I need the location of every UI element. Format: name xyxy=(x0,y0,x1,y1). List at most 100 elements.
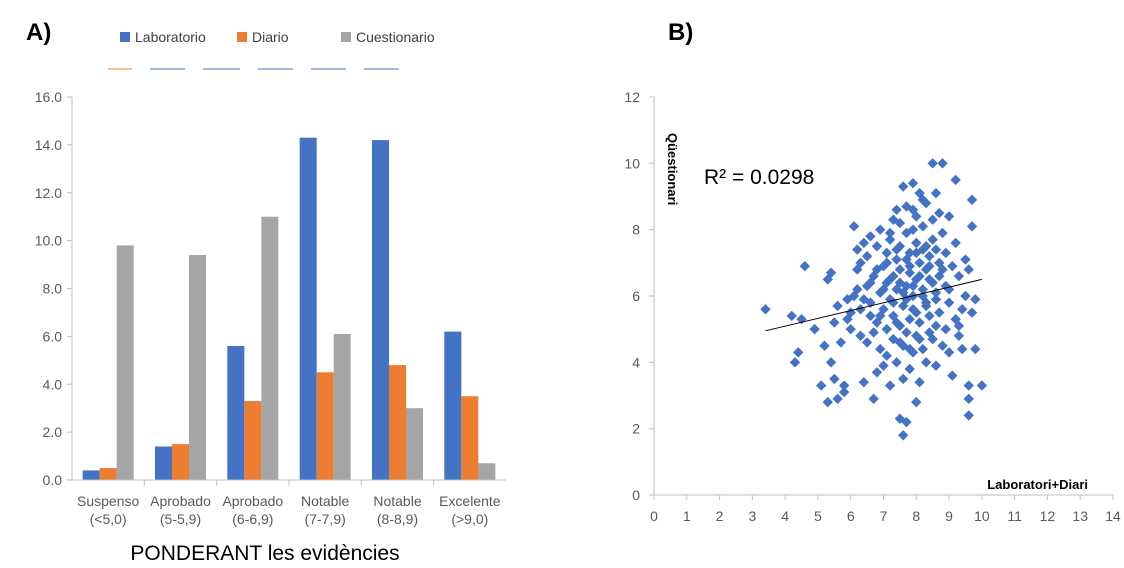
scatter-point xyxy=(904,343,915,355)
legend-label-laboratorio: Laboratorio xyxy=(135,29,206,45)
scatter-point xyxy=(842,294,853,305)
scatter-point xyxy=(914,317,925,328)
scatter-x-tick-label: 2 xyxy=(716,508,724,524)
scatter-point xyxy=(976,380,988,391)
scatter-y-tick-label: 10 xyxy=(624,155,640,171)
scatter-point xyxy=(835,337,847,348)
scatter-point xyxy=(796,314,807,325)
scatter-point xyxy=(930,360,942,371)
scatter-point xyxy=(940,247,951,259)
scatter-point xyxy=(852,284,863,295)
scatter-point xyxy=(950,237,961,249)
scatter-point xyxy=(943,347,955,358)
scatter-x-axis-title: Laboratori+Diari xyxy=(987,477,1088,492)
scatter-point xyxy=(901,227,912,239)
scatter-point xyxy=(934,307,945,318)
scatter-point xyxy=(894,217,906,229)
scatter-point xyxy=(875,224,886,235)
bar-y-tick-label: 10.0 xyxy=(35,233,62,249)
scatter-point xyxy=(907,178,919,189)
bar-y-tick-label: 14.0 xyxy=(35,137,62,153)
scatter-point xyxy=(950,174,961,186)
scatter-x-tick-label: 13 xyxy=(1072,508,1088,524)
scatter-point xyxy=(924,310,935,322)
scatter-point xyxy=(894,277,906,288)
scatter-point xyxy=(891,254,902,265)
scatter-x-tick-label: 8 xyxy=(912,508,920,524)
scatter-point xyxy=(956,304,968,315)
scatter-point xyxy=(878,360,889,371)
scatter-point xyxy=(963,410,974,421)
scatter-point xyxy=(878,284,889,295)
scatter-point xyxy=(911,211,922,222)
bar-cuestionario-4 xyxy=(406,408,423,480)
scatter-point xyxy=(868,393,879,405)
legend-label-diario: Diario xyxy=(252,29,289,45)
scatter-point xyxy=(914,257,925,269)
bar-laboratorio-5 xyxy=(444,331,462,480)
scatter-point xyxy=(970,343,981,355)
scatter-point xyxy=(829,317,840,328)
scatter-point xyxy=(930,244,942,255)
scatter-point xyxy=(816,380,827,391)
scatter-point xyxy=(911,247,922,259)
scatter-point xyxy=(901,416,912,428)
bar-y-axis: 0.0 2.0 4.0 6.0 8.0 10.0 12.0 14.0 16.0 xyxy=(35,89,73,488)
scatter-point xyxy=(963,380,974,391)
scatter-point xyxy=(894,264,906,275)
scatter-point xyxy=(884,234,896,245)
scatter-point xyxy=(960,254,971,265)
scatter-point xyxy=(861,337,873,348)
scatter-point xyxy=(838,386,850,398)
scatter-point xyxy=(888,297,899,308)
scatter-point xyxy=(829,373,840,385)
scatter-point xyxy=(920,264,932,275)
scatter-x-tick-label: 14 xyxy=(1105,508,1121,524)
scatter-point xyxy=(901,294,912,305)
scatter-point xyxy=(907,304,919,315)
scatter-point xyxy=(881,257,892,269)
scatter-point xyxy=(917,194,929,206)
bar-y-tick-label: 12.0 xyxy=(35,185,62,201)
scatter-point xyxy=(884,274,896,285)
scatter-point xyxy=(953,270,965,282)
scatter-point xyxy=(848,221,860,232)
scatter-point xyxy=(966,221,978,232)
scatter-point xyxy=(897,373,909,385)
bar-legend: Laboratorio Diario Cuestionario xyxy=(120,29,435,45)
r-squared-annotation: R² = 0.0298 xyxy=(704,166,814,189)
scatter-point xyxy=(924,260,935,272)
scatter-point xyxy=(868,327,879,338)
bar-category-label: Notable xyxy=(373,493,421,509)
scatter-point xyxy=(914,377,925,388)
scatter-point xyxy=(917,284,929,295)
scatter-point xyxy=(897,430,909,441)
scatter-point xyxy=(858,294,870,305)
scatter-y-tick-label: 12 xyxy=(624,89,640,105)
scatter-point xyxy=(871,264,883,275)
scatter-point xyxy=(911,307,922,318)
scatter-point xyxy=(930,320,942,332)
scatter-point xyxy=(875,310,886,322)
scatter-point xyxy=(911,274,922,285)
scatter-point xyxy=(953,330,965,341)
scatter-point xyxy=(920,300,932,312)
scatter-x-tick-label: 10 xyxy=(974,508,990,524)
scatter-point xyxy=(947,260,958,272)
scatter-point xyxy=(914,187,925,199)
scatter-point xyxy=(884,380,896,391)
scatter-point xyxy=(914,270,925,282)
bar-diario-4 xyxy=(389,365,406,480)
bar-category-sublabel: (6-6,9) xyxy=(232,511,273,527)
scatter-point xyxy=(891,204,902,215)
scatter-point xyxy=(966,307,978,318)
bar-laboratorio-3 xyxy=(299,137,317,480)
scatter-point xyxy=(940,323,951,335)
scatter-point xyxy=(930,294,942,305)
scatter-point xyxy=(963,264,974,275)
scatter-point xyxy=(858,377,870,388)
scatter-point xyxy=(819,340,830,351)
bar-y-tick-label: 6.0 xyxy=(43,328,63,344)
